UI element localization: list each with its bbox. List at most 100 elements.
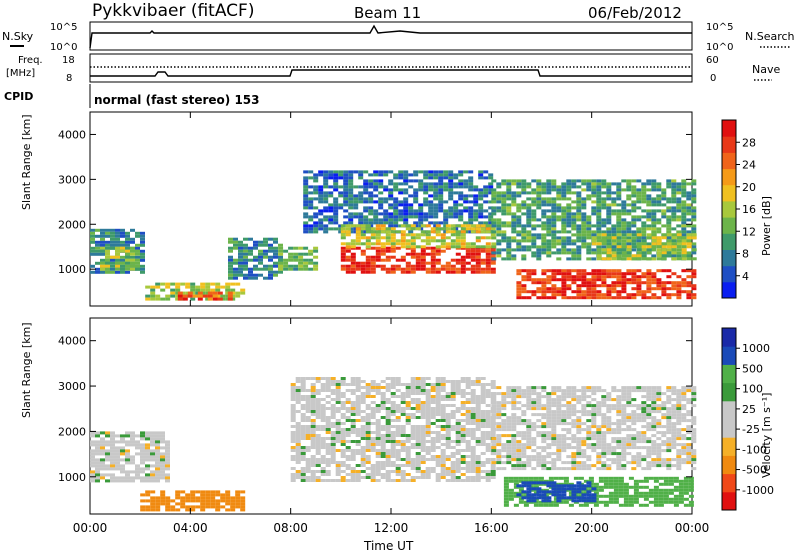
power-cell — [641, 197, 647, 201]
power-cell — [666, 206, 672, 210]
velocity-cell — [305, 428, 311, 431]
power-cell — [666, 227, 672, 231]
power-cell — [463, 179, 469, 183]
velocity-cell — [470, 422, 476, 425]
power-cell — [561, 215, 567, 219]
velocity-cell — [641, 407, 647, 411]
power-cell — [561, 194, 567, 198]
power-cell — [273, 249, 278, 253]
velocity-cell — [375, 473, 381, 476]
power-cell — [370, 270, 376, 274]
power-cell — [445, 242, 451, 246]
power-cell — [378, 182, 384, 186]
power-cell — [370, 236, 376, 240]
power-cell — [691, 200, 697, 204]
velocity-cell — [450, 398, 456, 401]
power-cell — [125, 255, 130, 259]
power-cell — [130, 246, 135, 250]
velocity-cell — [180, 490, 186, 494]
power-cell — [430, 261, 436, 265]
velocity-cell — [340, 461, 346, 464]
velocity-cell — [355, 410, 361, 413]
velocity-cell — [220, 493, 226, 497]
power-cell — [340, 264, 346, 268]
power-cell — [120, 264, 125, 268]
power-cell — [105, 258, 110, 262]
velocity-cell — [175, 502, 181, 506]
power-colorbar-tick-label: 4 — [742, 270, 749, 283]
velocity-cell — [641, 386, 647, 390]
power-cell — [413, 209, 419, 213]
power-cell — [571, 278, 577, 282]
power-cell — [516, 245, 522, 249]
velocity-cell — [430, 446, 436, 449]
velocity-cell — [531, 449, 537, 453]
velocity-cell — [641, 434, 647, 438]
velocity-cell — [501, 443, 507, 447]
power-cell — [531, 290, 537, 294]
velocity-cell — [310, 410, 316, 413]
power-cell — [641, 233, 647, 237]
power-cell — [571, 251, 577, 255]
velocity-cell — [445, 458, 451, 461]
velocity-cell — [581, 407, 587, 411]
velocity-cell — [631, 443, 637, 447]
power-cell — [348, 203, 354, 207]
velocity-cell — [491, 452, 497, 456]
velocity-cell — [105, 467, 110, 471]
power-cell — [435, 249, 441, 253]
velocity-cell — [455, 392, 461, 395]
velocity-cell — [485, 461, 491, 464]
power-cell — [105, 264, 110, 268]
velocity-cell — [210, 493, 216, 497]
power-cell — [561, 281, 567, 285]
velocity-cell — [490, 476, 496, 479]
velocity-cell — [576, 410, 582, 414]
power-cell — [601, 278, 607, 282]
velocity-cell — [350, 410, 356, 413]
power-cell — [463, 170, 469, 174]
velocity-cell — [315, 413, 321, 416]
power-cell — [616, 227, 622, 231]
velocity-cell — [390, 455, 396, 458]
velocity-cell — [671, 428, 677, 432]
velocity-cell — [150, 476, 155, 480]
power-cell — [368, 221, 374, 225]
power-cell — [490, 261, 496, 265]
velocity-cell — [556, 446, 562, 450]
velocity-cell — [676, 401, 682, 405]
power-cell — [470, 267, 476, 271]
velocity-cell — [375, 422, 381, 425]
power-cell — [110, 261, 115, 265]
power-cell — [398, 182, 404, 186]
power-cell — [375, 233, 381, 237]
power-cell — [393, 206, 399, 210]
velocity-cell — [541, 467, 547, 471]
velocity-cell — [420, 440, 426, 443]
power-cell — [423, 203, 429, 207]
velocity-cell — [596, 461, 602, 465]
power-cell — [616, 278, 622, 282]
power-cell — [681, 200, 687, 204]
velocity-cell — [601, 437, 607, 441]
velocity-cell — [541, 464, 547, 468]
power-cell — [197, 297, 203, 301]
velocity-cell — [370, 386, 376, 389]
power-cell — [551, 188, 557, 192]
power-cell — [571, 182, 577, 186]
velocity-cell — [588, 476, 594, 480]
velocity-cell — [300, 452, 306, 455]
velocity-cell — [516, 467, 522, 471]
power-cell — [621, 218, 627, 222]
velocity-cell — [566, 401, 572, 405]
power-cell — [646, 212, 652, 216]
power-cell — [591, 209, 597, 213]
power-cell — [388, 221, 394, 225]
velocity-cell — [290, 467, 296, 470]
power-cell — [343, 182, 349, 186]
power-cell — [586, 296, 592, 300]
power-cell — [205, 288, 211, 292]
power-cell — [531, 179, 537, 183]
power-cell — [433, 182, 439, 186]
power-cell — [428, 194, 434, 198]
